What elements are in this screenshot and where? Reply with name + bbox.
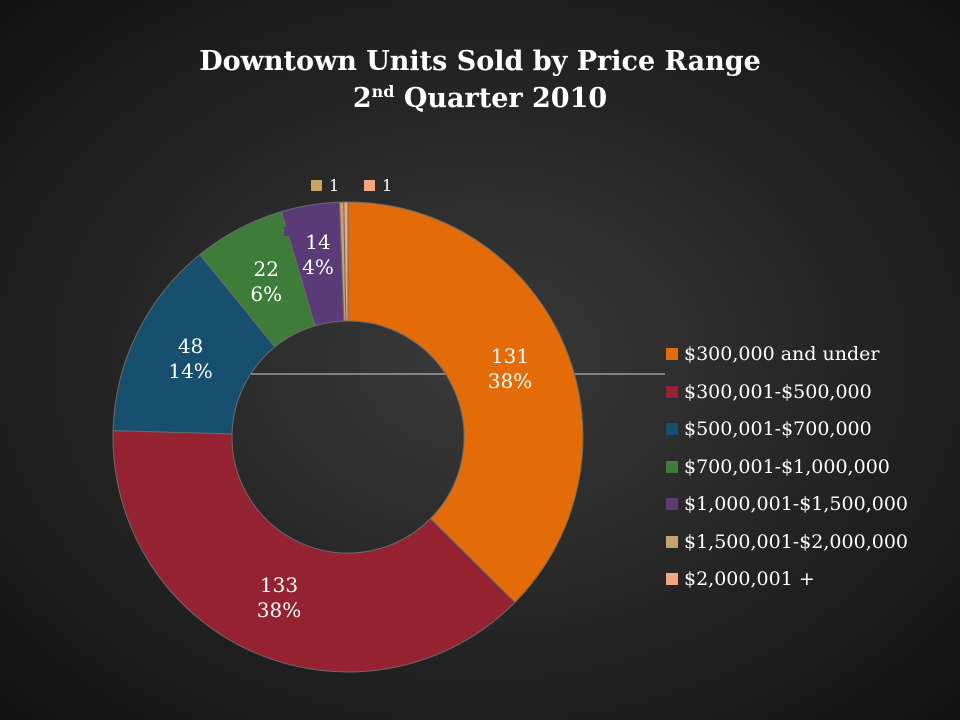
data-label-value-1: 133 bbox=[259, 573, 299, 598]
legend-label-0: $300,000 and under bbox=[684, 343, 880, 365]
subtitle-suffix: Quarter 2010 bbox=[394, 83, 608, 114]
legend-item-3: $700,001-$1,000,000 bbox=[666, 456, 890, 478]
data-label-percent-0: 38% bbox=[487, 369, 533, 394]
data-label-4: 14 4% bbox=[288, 230, 348, 280]
data-label-value-4: 14 bbox=[305, 230, 331, 254]
data-label-percent-3: 6% bbox=[250, 281, 283, 306]
legend-label-1: $300,001-$500,000 bbox=[684, 380, 872, 403]
data-label-0: 131 38% bbox=[480, 344, 540, 394]
legend-label-3: $700,001-$1,000,000 bbox=[684, 455, 890, 478]
legend-item-0: $300,000 and under bbox=[666, 343, 879, 365]
legend-swatch-4 bbox=[666, 498, 678, 510]
data-label-percent-1: 38% bbox=[256, 598, 302, 623]
legend-swatch-5 bbox=[666, 535, 678, 548]
legend-swatch-3 bbox=[666, 460, 678, 473]
data-label-value-6: 1 bbox=[382, 176, 393, 195]
data-label-3: 22 6% bbox=[236, 257, 296, 307]
slice-4-leader-mark bbox=[284, 227, 290, 236]
small-label-swatch-6 bbox=[364, 180, 375, 191]
legend-label-6: $2,000,001 + bbox=[684, 568, 815, 590]
legend-item-4: $1,000,001-$1,500,000 bbox=[666, 493, 908, 515]
data-label-value-2: 48 bbox=[177, 334, 204, 359]
legend-item-2: $500,001-$700,000 bbox=[666, 418, 872, 440]
subtitle-prefix: 2 bbox=[352, 83, 372, 114]
subtitle-superscript: nd bbox=[371, 82, 395, 101]
data-label-value-5: 1 bbox=[329, 176, 340, 195]
small-label-swatch-5 bbox=[311, 180, 322, 191]
legend-swatch-0 bbox=[666, 348, 678, 360]
legend-label-5: $1,500,001-$2,000,000 bbox=[684, 530, 908, 553]
legend-item-6: $2,000,001 + bbox=[666, 568, 815, 590]
chart-subtitle: 2nd Quarter 2010 bbox=[0, 82, 960, 114]
legend-swatch-2 bbox=[666, 423, 678, 435]
legend-label-2: $500,001-$700,000 bbox=[684, 418, 872, 440]
slice-6 bbox=[343, 201, 349, 322]
data-label-value-3: 22 bbox=[253, 256, 279, 281]
data-label-value-0: 131 bbox=[490, 344, 530, 369]
data-label-2: 48 14% bbox=[161, 334, 221, 384]
legend-label-4: $1,000,001-$1,500,000 bbox=[684, 493, 908, 515]
legend-swatch-6 bbox=[666, 573, 678, 585]
slice-1 bbox=[112, 430, 516, 673]
legend-item-1: $300,001-$500,000 bbox=[666, 381, 872, 403]
data-label-1: 133 38% bbox=[249, 573, 309, 623]
chart-title: Downtown Units Sold by Price Range bbox=[199, 46, 761, 77]
data-label-percent-4: 4% bbox=[302, 255, 334, 279]
legend-item-5: $1,500,001-$2,000,000 bbox=[666, 531, 908, 553]
slice-0 bbox=[347, 201, 584, 604]
legend-swatch-1 bbox=[666, 385, 678, 398]
data-label-percent-2: 14% bbox=[168, 359, 213, 384]
